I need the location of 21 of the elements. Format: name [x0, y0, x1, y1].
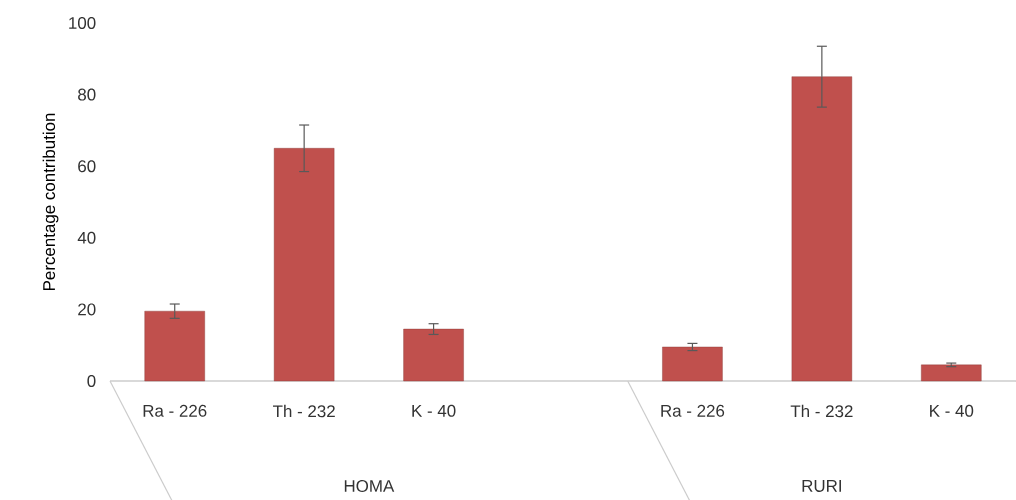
bar	[662, 346, 723, 382]
bar	[403, 328, 464, 382]
x-tick-label: K - 40	[412, 404, 456, 417]
text: HOMA	[344, 479, 395, 492]
bar	[791, 76, 853, 382]
bar	[921, 364, 982, 382]
bar	[144, 310, 205, 382]
text: RURI	[802, 480, 841, 492]
x-tick-label: K - 40	[930, 404, 974, 417]
x-tick-label: Ra - 226	[661, 404, 725, 417]
bar	[273, 148, 335, 382]
y-tick-label: 80	[78, 88, 96, 101]
y-tick-label: 40	[77, 231, 96, 244]
x-tick-label: Th - 232	[272, 404, 335, 418]
y-tick-label: 0	[87, 374, 96, 387]
y-tick-label: 60	[78, 160, 96, 173]
x-tick-label: Ra - 226	[143, 404, 207, 417]
y-tick-label: 100	[69, 16, 96, 29]
x-tick-label: Th - 232	[790, 404, 853, 418]
y-tick-label: 20	[78, 303, 96, 316]
y-axis-title: Percentage contribution	[42, 113, 59, 291]
